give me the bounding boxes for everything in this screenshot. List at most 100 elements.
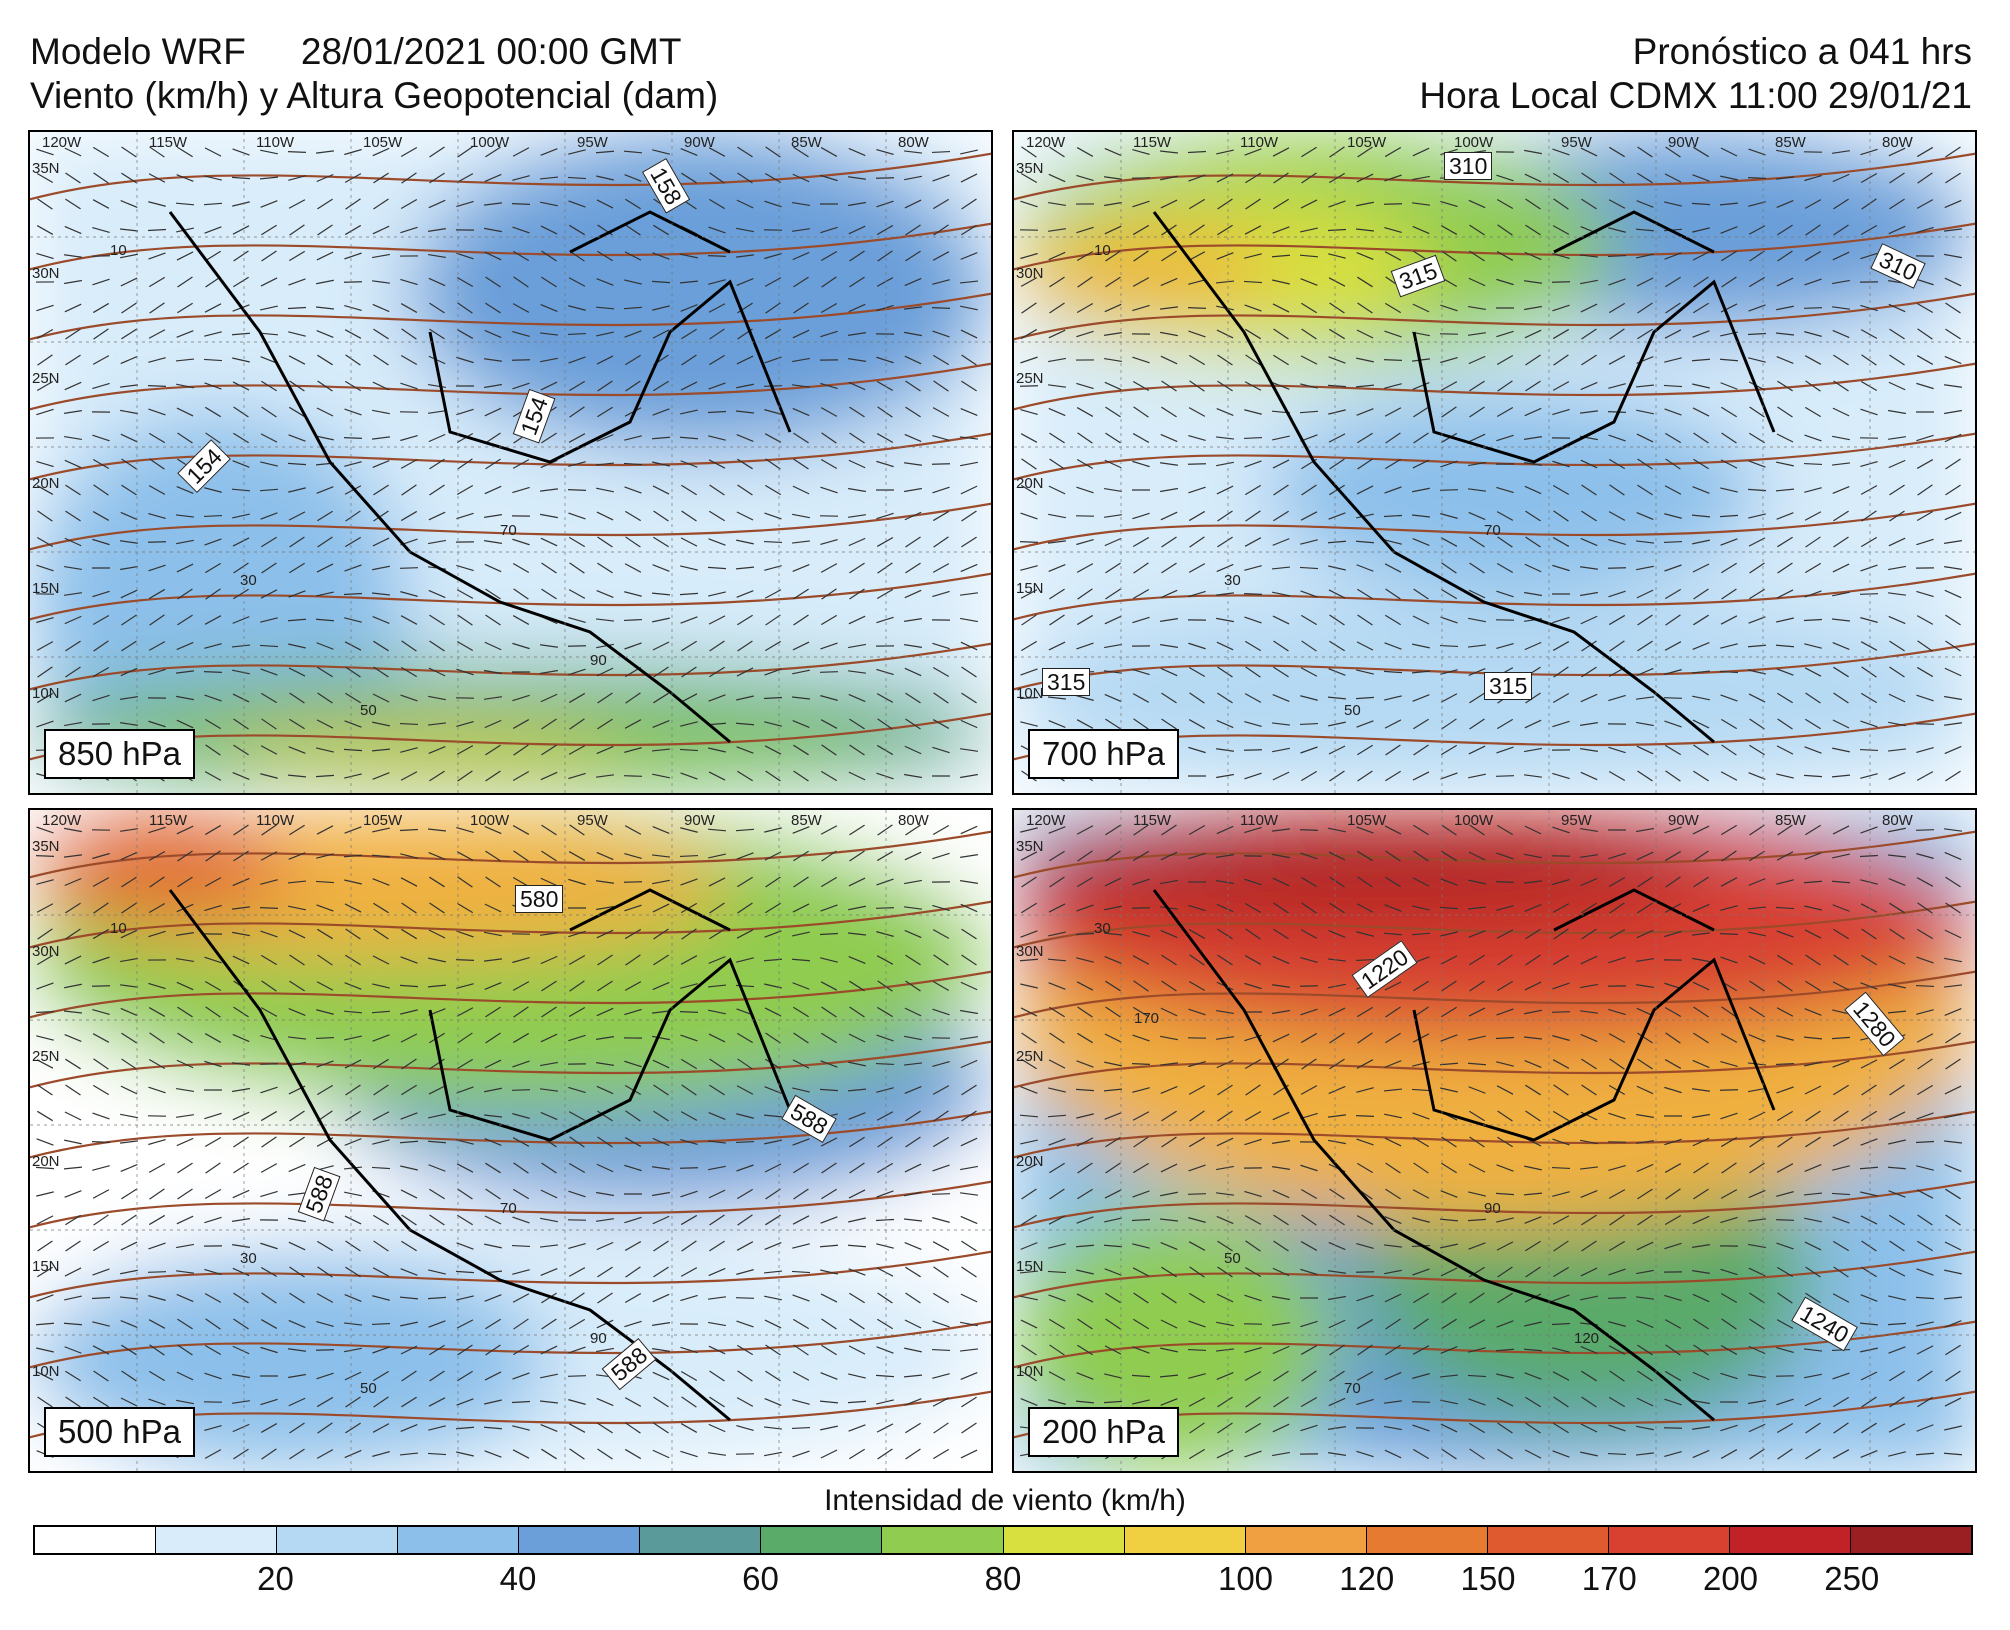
lon-label: 80W [898, 812, 929, 829]
lat-label: 15N [1016, 1258, 1044, 1275]
height-contour [1014, 1110, 1975, 1159]
colorbar-tick: 250 [1824, 1560, 1880, 1597]
lat-label: 15N [32, 1258, 60, 1275]
lon-label: 120W [42, 812, 82, 829]
wind-field-map [30, 810, 991, 1471]
height-contour [1014, 572, 1975, 621]
lon-label: 95W [577, 812, 608, 829]
lon-label: 100W [1454, 134, 1494, 151]
colorbar-segment [35, 1527, 157, 1553]
lon-label: 95W [577, 134, 608, 151]
wind-band [410, 132, 991, 452]
lat-label: 35N [1016, 160, 1044, 177]
lon-label: 90W [684, 812, 715, 829]
lat-label: 15N [1016, 580, 1044, 597]
init-time: 28/01/2021 00:00 GMT [300, 31, 682, 72]
map-panel-p500: 120W 115W 110W 105W 100W 95W 90W 85W 80W 35N 30N 25… [28, 808, 993, 1473]
height-contour [30, 152, 991, 201]
lat-label: 10N [1016, 685, 1044, 702]
height-contour [30, 362, 991, 411]
lon-label: 120W [42, 134, 82, 151]
wind-field-map [30, 132, 991, 793]
lat-label: 25N [1016, 1048, 1044, 1065]
colorbar-segment [1487, 1527, 1609, 1553]
speed-contour-label: 10 [1094, 242, 1111, 259]
lon-label: 80W [898, 134, 929, 151]
lon-label: 90W [684, 134, 715, 151]
colorbar-segment [1850, 1527, 1971, 1553]
wind-band [1014, 810, 1714, 920]
lat-label: 15N [32, 580, 60, 597]
colorbar-tick: 170 [1581, 1560, 1637, 1597]
lat-label: 20N [32, 1153, 60, 1170]
colorbar [33, 1525, 1973, 1555]
colorbar-tick: 20 [257, 1560, 294, 1597]
speed-contour-label: 70 [500, 522, 517, 539]
lon-label: 80W [1882, 812, 1913, 829]
lon-label: 95W [1561, 134, 1592, 151]
colorbar-segment [761, 1527, 883, 1553]
colorbar-segment [1003, 1527, 1125, 1553]
lon-label: 85W [791, 812, 822, 829]
colorbar-segment [640, 1527, 762, 1553]
lat-label: 35N [32, 838, 60, 855]
height-contour [30, 1320, 991, 1369]
lon-label: 100W [470, 812, 510, 829]
lon-label: 115W [149, 812, 188, 829]
header-right: Pronóstico a 041 hrs Hora Local CDMX 11:… [1419, 30, 1972, 118]
wind-band [30, 810, 290, 920]
height-contour [1014, 292, 1975, 341]
height-contour [30, 970, 991, 1019]
lat-label: 35N [32, 160, 60, 177]
height-contour-label: 315 [1484, 672, 1533, 700]
wind-band [1014, 1210, 1334, 1471]
colorbar-segment [398, 1527, 520, 1553]
height-contour [30, 572, 991, 621]
coastline [168, 210, 792, 744]
lat-label: 30N [1016, 265, 1044, 282]
colorbar-segment [1124, 1527, 1246, 1553]
speed-contour-label: 70 [1344, 1380, 1361, 1397]
colorbar-tick: 120 [1339, 1560, 1395, 1597]
lat-label: 30N [32, 943, 60, 960]
speed-contour-label: 90 [590, 652, 607, 669]
lon-label: 85W [791, 134, 822, 151]
lon-label: 80W [1882, 134, 1913, 151]
colorbar-tick: 150 [1460, 1560, 1516, 1597]
lat-label: 25N [1016, 370, 1044, 387]
forecast-hours: Pronóstico a 041 hrs [1632, 31, 1972, 72]
speed-contour-label: 50 [1344, 702, 1361, 719]
lat-label: 30N [32, 265, 60, 282]
height-contour [30, 1180, 991, 1229]
lon-label: 95W [1561, 812, 1592, 829]
height-contour [30, 432, 991, 481]
wind-field-map [1014, 810, 1975, 1471]
lat-label: 10N [32, 1363, 60, 1380]
lon-label: 120W [1026, 134, 1066, 151]
height-contour [1014, 642, 1975, 691]
colorbar-ticks: 20 40 60 80 100 120 150 170 200 250 [33, 1560, 1973, 1600]
wind-barbs [1019, 146, 1963, 782]
speed-contour-label: 170 [1134, 1010, 1160, 1027]
height-contour [1014, 830, 1975, 879]
map-panel-p700: 120W 115W 110W 105W 100W 95W 90W 85W 80W 35N 30N 25… [1012, 130, 1977, 795]
colorbar-tick: 100 [1217, 1560, 1274, 1597]
speed-contour-label: 90 [1484, 1200, 1501, 1217]
lat-label: 10N [32, 685, 60, 702]
lat-label: 25N [32, 1048, 60, 1065]
height-contour [1014, 362, 1975, 411]
height-contour [30, 830, 991, 879]
lat-label: 30N [1016, 943, 1044, 960]
colorbar-tick: 60 [742, 1560, 779, 1597]
height-contour [30, 292, 991, 341]
wind-barbs [1019, 824, 1963, 1460]
height-contour-label: 580 [515, 885, 564, 913]
colorbar-tick: 200 [1702, 1560, 1759, 1597]
colorbar-segment [882, 1527, 1004, 1553]
height-contour [1014, 432, 1975, 481]
header-left: Modelo WRF 28/01/2021 00:00 GMT Viento (k… [30, 30, 718, 118]
colorbar-segment [1366, 1527, 1488, 1553]
lon-label: 110W [1240, 134, 1279, 151]
height-contour [30, 222, 991, 271]
lon-label: 100W [1454, 812, 1494, 829]
